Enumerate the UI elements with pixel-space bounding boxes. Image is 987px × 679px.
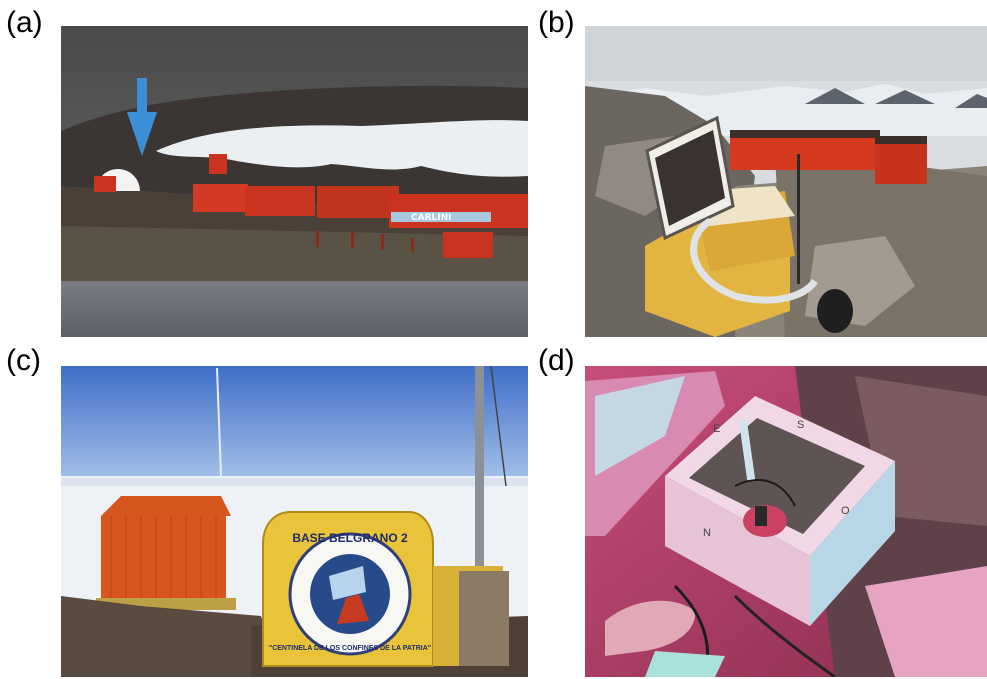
panel-label-d: (d): [538, 344, 575, 377]
box-letter-s: S: [797, 419, 804, 431]
panel-label-b: (b): [538, 6, 575, 39]
photo-panel-d: S O N E: [585, 366, 987, 677]
carlini-station-photo: CARLINI: [61, 26, 528, 337]
belgrano-base-photo: BASE BELGRANO 2 "CENTINELA DE LOS CONFIN…: [61, 366, 528, 677]
box-letter-o: O: [841, 505, 850, 517]
panel-label-a: (a): [6, 6, 43, 39]
box-interior-photo: S O N E: [585, 366, 987, 677]
panel-label-c: (c): [6, 344, 41, 377]
carlini-sign: CARLINI: [411, 213, 451, 223]
photo-panel-c: BASE BELGRANO 2 "CENTINELA DE LOS CONFIN…: [61, 366, 528, 677]
box-letter-n: N: [703, 527, 711, 539]
down-arrow-icon: [127, 78, 157, 156]
instrument-on-rocks-photo: [585, 26, 987, 337]
sign-motto: "CENTINELA DE LOS CONFINES DE LA PATRIA": [269, 645, 431, 652]
photo-panel-a: CARLINI: [61, 26, 528, 337]
photo-panel-b: [585, 26, 987, 337]
box-letter-e: E: [713, 423, 720, 435]
sign-title: BASE BELGRANO 2: [292, 531, 408, 545]
